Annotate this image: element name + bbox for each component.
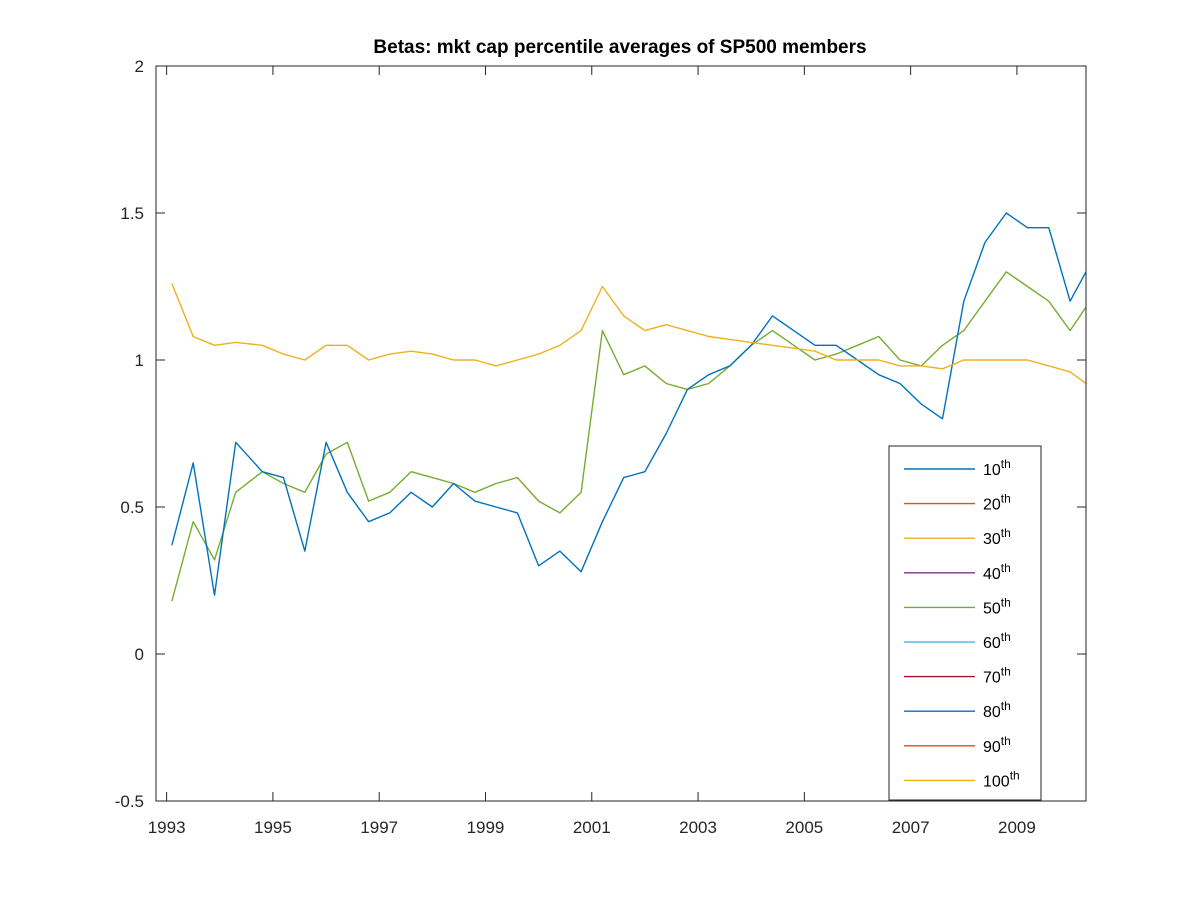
legend-label-70th: 70th bbox=[983, 665, 1011, 687]
legend-label-10th: 10th bbox=[983, 457, 1011, 479]
x-tick-label: 2005 bbox=[785, 818, 823, 837]
legend-label-90th: 90th bbox=[983, 734, 1011, 756]
legend-label-100th: 100th bbox=[983, 768, 1020, 790]
series-line-100th bbox=[171, 283, 1086, 385]
y-tick-label: 1 bbox=[135, 351, 144, 370]
x-tick-label: 2003 bbox=[679, 818, 717, 837]
x-tick-label: 1997 bbox=[360, 818, 398, 837]
y-tick-label: 2 bbox=[135, 57, 144, 76]
axes-box bbox=[155, 65, 1087, 802]
x-tick-label: 2009 bbox=[998, 818, 1036, 837]
x-tick-label: 1999 bbox=[467, 818, 505, 837]
chart-title: Betas: mkt cap percentile averages of SP… bbox=[373, 37, 866, 58]
y-tick-label: 0.5 bbox=[120, 498, 144, 517]
legend-label-20th: 20th bbox=[983, 492, 1011, 514]
axes: 1993 1995 1997 1999 2001 2003 2005 2007 2009 -0.5… bbox=[115, 57, 1087, 837]
x-tick-label: 1993 bbox=[148, 818, 186, 837]
legend-label-60th: 60th bbox=[983, 630, 1011, 652]
plot-area bbox=[171, 212, 1086, 602]
legend-label-50th: 50th bbox=[983, 595, 1011, 617]
y-tick-label: 1.5 bbox=[120, 204, 144, 223]
x-tick-label: 1995 bbox=[254, 818, 292, 837]
legend: 10th 20th 30th 40th 50th 60th 70th 80th 90th 100t… bbox=[888, 445, 1042, 801]
legend-box bbox=[888, 445, 1042, 801]
legend-label-40th: 40th bbox=[983, 561, 1011, 583]
x-tick-label: 2001 bbox=[573, 818, 611, 837]
y-tick-label: -0.5 bbox=[115, 792, 144, 811]
y-tick-label: 0 bbox=[135, 645, 144, 664]
legend-label-80th: 80th bbox=[983, 699, 1011, 721]
x-tick-label: 2007 bbox=[892, 818, 930, 837]
legend-label-30th: 30th bbox=[983, 526, 1011, 548]
series-line-80th bbox=[171, 212, 1086, 596]
